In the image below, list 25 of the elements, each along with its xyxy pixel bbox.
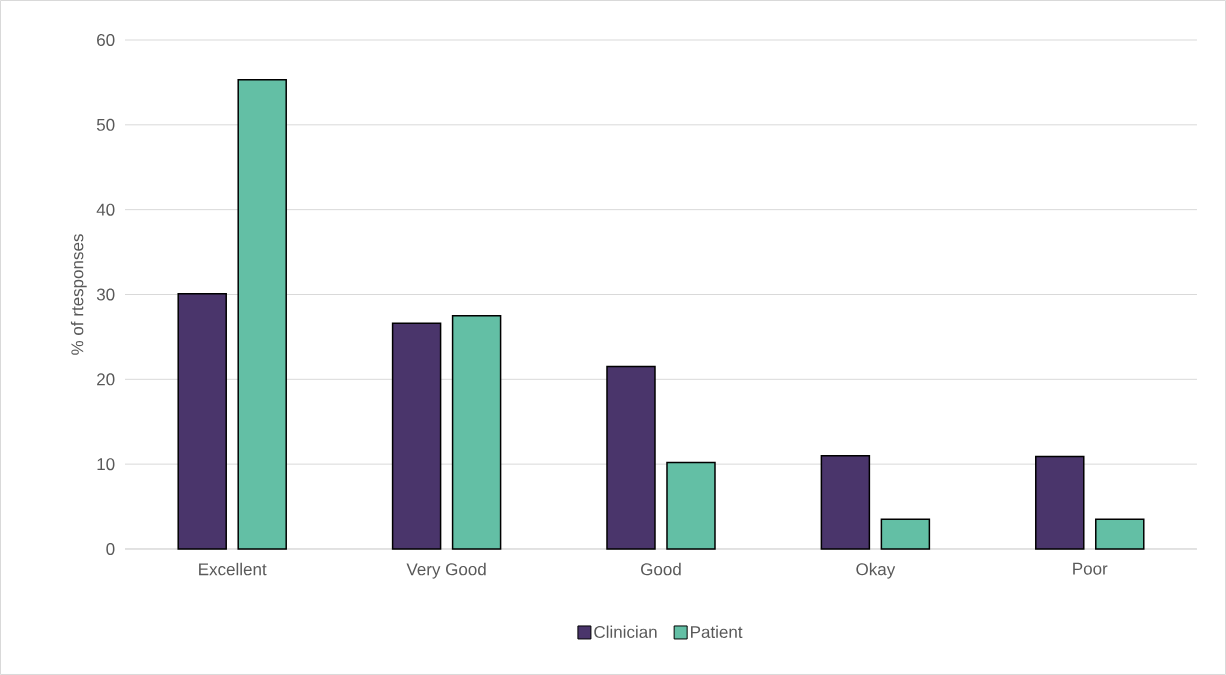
bar	[820, 454, 871, 550]
x-tick-label: Poor	[1073, 562, 1108, 575]
y-tick-label: 30	[96, 288, 115, 301]
x-tick-label: Okay	[856, 562, 896, 579]
legend-label: Patient	[691, 625, 743, 639]
bar	[391, 322, 442, 550]
bar	[666, 461, 716, 550]
y-tick-label: 60	[97, 33, 115, 47]
y-tick-label: 20	[97, 373, 115, 386]
y-tick-label: 50	[96, 118, 115, 131]
bar	[880, 518, 931, 550]
bar	[1095, 518, 1145, 550]
bar	[606, 365, 656, 550]
legend-label: Clinician	[594, 625, 657, 639]
x-tick-label: Excellent	[199, 562, 267, 576]
bar	[177, 292, 227, 550]
bar	[1035, 455, 1085, 550]
y-tick-label: 10	[97, 458, 115, 471]
y-tick-label: 40	[96, 203, 115, 216]
bar	[237, 79, 287, 550]
y-tick-label: 0	[106, 542, 115, 556]
y-axis-title: % of rtesponses	[70, 234, 87, 355]
x-tick-label: Good	[641, 562, 681, 576]
bar	[451, 314, 502, 550]
x-tick-label: Very Good	[406, 562, 486, 579]
